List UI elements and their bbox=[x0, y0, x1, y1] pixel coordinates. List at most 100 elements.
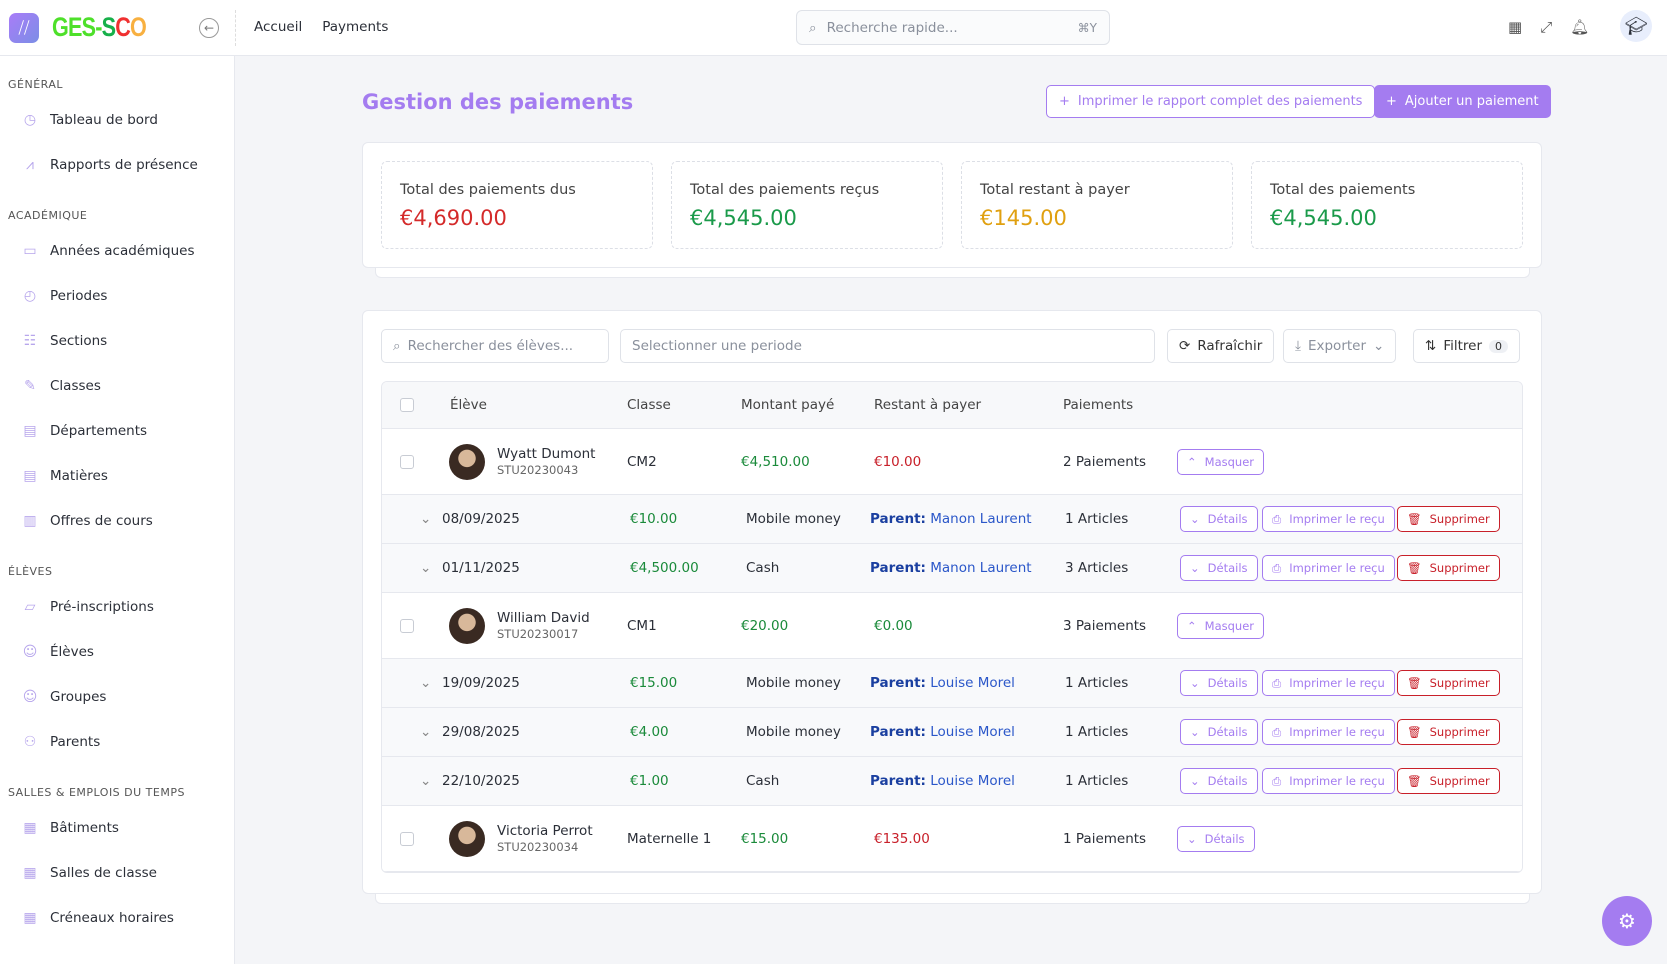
remaining-amount: €0.00 bbox=[874, 617, 913, 634]
expand-chevron-icon[interactable]: ⌄ bbox=[420, 773, 432, 789]
stat-label: Total des paiements dus bbox=[400, 182, 576, 198]
payment-row: ⌄ 19/09/2025 €15.00 Mobile money Parent: Lou… bbox=[382, 659, 1522, 708]
sidebar-item[interactable]: ⩘ Rapports de présence bbox=[0, 142, 234, 187]
details-button[interactable]: ⌄ Détails bbox=[1180, 719, 1258, 745]
select-all-checkbox[interactable] bbox=[400, 398, 414, 412]
print-report-button[interactable]: + Imprimer le rapport complet des paiemen… bbox=[1046, 85, 1376, 118]
button-label: Imprimer le reçu bbox=[1289, 676, 1385, 690]
sidebar-item-icon: ⩘ bbox=[26, 156, 34, 173]
sidebar-item[interactable]: ▤ Matières bbox=[0, 453, 234, 498]
sidebar-item-label: Années académiques bbox=[50, 242, 195, 259]
nav-payments[interactable]: Payments bbox=[322, 19, 389, 35]
refresh-button[interactable]: ⟳ Rafraîchir bbox=[1167, 329, 1275, 363]
parent-name[interactable]: Louise Morel bbox=[930, 675, 1015, 691]
payments-count: 1 Paiements bbox=[1063, 830, 1147, 847]
hide-button[interactable]: ⌃ Masquer bbox=[1177, 448, 1264, 475]
details-button[interactable]: ⌄ Détails bbox=[1180, 768, 1258, 794]
sidebar-item[interactable]: ▤ Départements bbox=[0, 408, 234, 453]
parent-name[interactable]: Louise Morel bbox=[930, 724, 1015, 740]
delete-button[interactable]: 🗑︎ Supprimer bbox=[1397, 555, 1500, 581]
student-search-input[interactable]: ⌕ Rechercher des élèves... bbox=[381, 329, 609, 363]
chevron-down-icon: ⌄ bbox=[1190, 725, 1200, 739]
nav-accueil[interactable]: Accueil bbox=[254, 19, 303, 35]
hide-button[interactable]: ⌃ Masquer bbox=[1177, 612, 1264, 639]
expand-chevron-icon[interactable]: ⌄ bbox=[420, 511, 432, 527]
sidebar-item[interactable]: ▥ Offres de cours bbox=[0, 498, 234, 543]
print-receipt-button[interactable]: ⎙ Imprimer le reçu bbox=[1262, 670, 1395, 696]
sidebar-item[interactable]: ◴ Periodes bbox=[0, 273, 234, 318]
sidebar-item[interactable]: ☺ Groupes bbox=[0, 674, 234, 719]
expand-chevron-icon[interactable]: ⌄ bbox=[420, 675, 432, 691]
filter-icon: ⇅ bbox=[1425, 338, 1437, 354]
row-checkbox[interactable] bbox=[400, 831, 414, 846]
parent-name[interactable]: Louise Morel bbox=[930, 773, 1015, 789]
payment-row: ⌄ 29/08/2025 €4.00 Mobile money Parent: Loui… bbox=[382, 708, 1522, 757]
student-name[interactable]: Victoria Perrot bbox=[497, 822, 593, 839]
sidebar-item-label: Créneaux horaires bbox=[50, 909, 174, 926]
app-logo-icon[interactable]: ⧸⧸ bbox=[9, 12, 39, 43]
sidebar-item[interactable]: ▱ Pré-inscriptions bbox=[0, 584, 234, 629]
quick-search-input[interactable]: ⌕ Recherche rapide... ⌘Y bbox=[796, 10, 1110, 45]
period-select[interactable]: Selectionner une periode bbox=[620, 329, 1155, 363]
add-payment-label: Ajouter un paiement bbox=[1404, 94, 1539, 109]
sidebar-item[interactable]: ◷ Tableau de bord bbox=[0, 97, 234, 142]
delete-button[interactable]: 🗑︎ Supprimer bbox=[1397, 670, 1500, 696]
parent-name[interactable]: Manon Laurent bbox=[930, 560, 1032, 576]
sidebar-item[interactable]: ▦ Bâtiments bbox=[0, 805, 234, 850]
button-label: Supprimer bbox=[1429, 512, 1490, 526]
details-button[interactable]: ⌄ Détails bbox=[1180, 670, 1258, 696]
expand-chevron-icon[interactable]: ⌄ bbox=[420, 560, 432, 576]
print-receipt-button[interactable]: ⎙ Imprimer le reçu bbox=[1262, 719, 1395, 745]
filter-button[interactable]: ⇅ Filtrer 0 bbox=[1413, 329, 1520, 363]
add-payment-button[interactable]: + Ajouter un paiement bbox=[1374, 85, 1551, 118]
delete-button[interactable]: 🗑︎ Supprimer bbox=[1397, 719, 1500, 745]
payment-row: ⌄ 22/10/2025 €1.00 Cash Parent: Louise Morel… bbox=[382, 757, 1522, 806]
collapse-sidebar-icon[interactable]: ← bbox=[199, 18, 219, 38]
button-label: Supprimer bbox=[1429, 561, 1490, 575]
stat-value: €4,545.00 bbox=[690, 206, 797, 230]
payment-row: ⌄ 08/09/2025 €10.00 Mobile money Parent: Man… bbox=[382, 495, 1522, 544]
printer-icon: ⎙ bbox=[1272, 724, 1282, 739]
download-icon: ⤓ bbox=[1295, 338, 1301, 354]
details-button[interactable]: ⌄ Détails bbox=[1180, 506, 1258, 532]
expand-chevron-icon[interactable]: ⌄ bbox=[420, 724, 432, 740]
delete-button[interactable]: 🗑︎ Supprimer bbox=[1397, 506, 1500, 532]
payment-parent: Parent: Louise Morel bbox=[870, 773, 1015, 789]
filter-label: Filtrer bbox=[1443, 338, 1482, 354]
divider bbox=[235, 10, 236, 46]
sidebar-item-label: Élèves bbox=[50, 643, 94, 660]
settings-fab[interactable]: ⚙ bbox=[1602, 896, 1652, 946]
sidebar-item[interactable]: ▦ Salles de classe bbox=[0, 850, 234, 895]
export-dropdown[interactable]: ⤓ Exporter ⌄ bbox=[1283, 329, 1397, 363]
chevron-down-icon: ⌄ bbox=[1190, 512, 1200, 526]
row-checkbox[interactable] bbox=[400, 454, 414, 469]
sidebar-item-icon: ▦ bbox=[23, 819, 37, 836]
payment-articles: 1 Articles bbox=[1065, 724, 1129, 740]
top-header: ⧸⧸ GES-SCO ← Accueil Payments ⌕ Recherch… bbox=[0, 0, 1667, 56]
sidebar-item-icon: ☺ bbox=[22, 643, 38, 660]
apps-grid-icon[interactable]: ▦ bbox=[1508, 18, 1523, 36]
sidebar-item[interactable]: ▦ Créneaux horaires bbox=[0, 895, 234, 940]
print-receipt-button[interactable]: ⎙ Imprimer le reçu bbox=[1262, 506, 1395, 532]
fullscreen-icon[interactable]: ⤢ bbox=[1540, 18, 1553, 36]
sidebar-item[interactable]: ☺ Élèves bbox=[0, 629, 234, 674]
print-receipt-button[interactable]: ⎙ Imprimer le reçu bbox=[1262, 555, 1395, 581]
details-button[interactable]: ⌄ Détails bbox=[1180, 555, 1258, 581]
bell-icon[interactable]: 🔔︎ bbox=[1570, 18, 1590, 36]
sidebar-item[interactable]: ☷ Sections bbox=[0, 318, 234, 363]
user-avatar[interactable]: 🎓︎ bbox=[1620, 10, 1652, 42]
sidebar-item-icon: ▦ bbox=[23, 909, 37, 926]
details-button[interactable]: ⌄ Détails bbox=[1177, 825, 1255, 852]
print-receipt-button[interactable]: ⎙ Imprimer le reçu bbox=[1262, 768, 1395, 794]
sidebar-item[interactable]: ✎ Classes bbox=[0, 363, 234, 408]
row-checkbox[interactable] bbox=[400, 618, 414, 633]
student-name[interactable]: Wyatt Dumont bbox=[497, 445, 596, 462]
sidebar-item-label: Matières bbox=[50, 467, 108, 484]
sidebar-item[interactable]: ▭ Années académiques bbox=[0, 228, 234, 273]
parent-name[interactable]: Manon Laurent bbox=[930, 511, 1032, 527]
button-label: Imprimer le reçu bbox=[1289, 725, 1385, 739]
sidebar-item[interactable]: ⚇ Parents bbox=[0, 719, 234, 764]
student-name[interactable]: William David bbox=[497, 609, 590, 626]
delete-button[interactable]: 🗑︎ Supprimer bbox=[1397, 768, 1500, 794]
sidebar-item-label: Parents bbox=[50, 733, 101, 750]
